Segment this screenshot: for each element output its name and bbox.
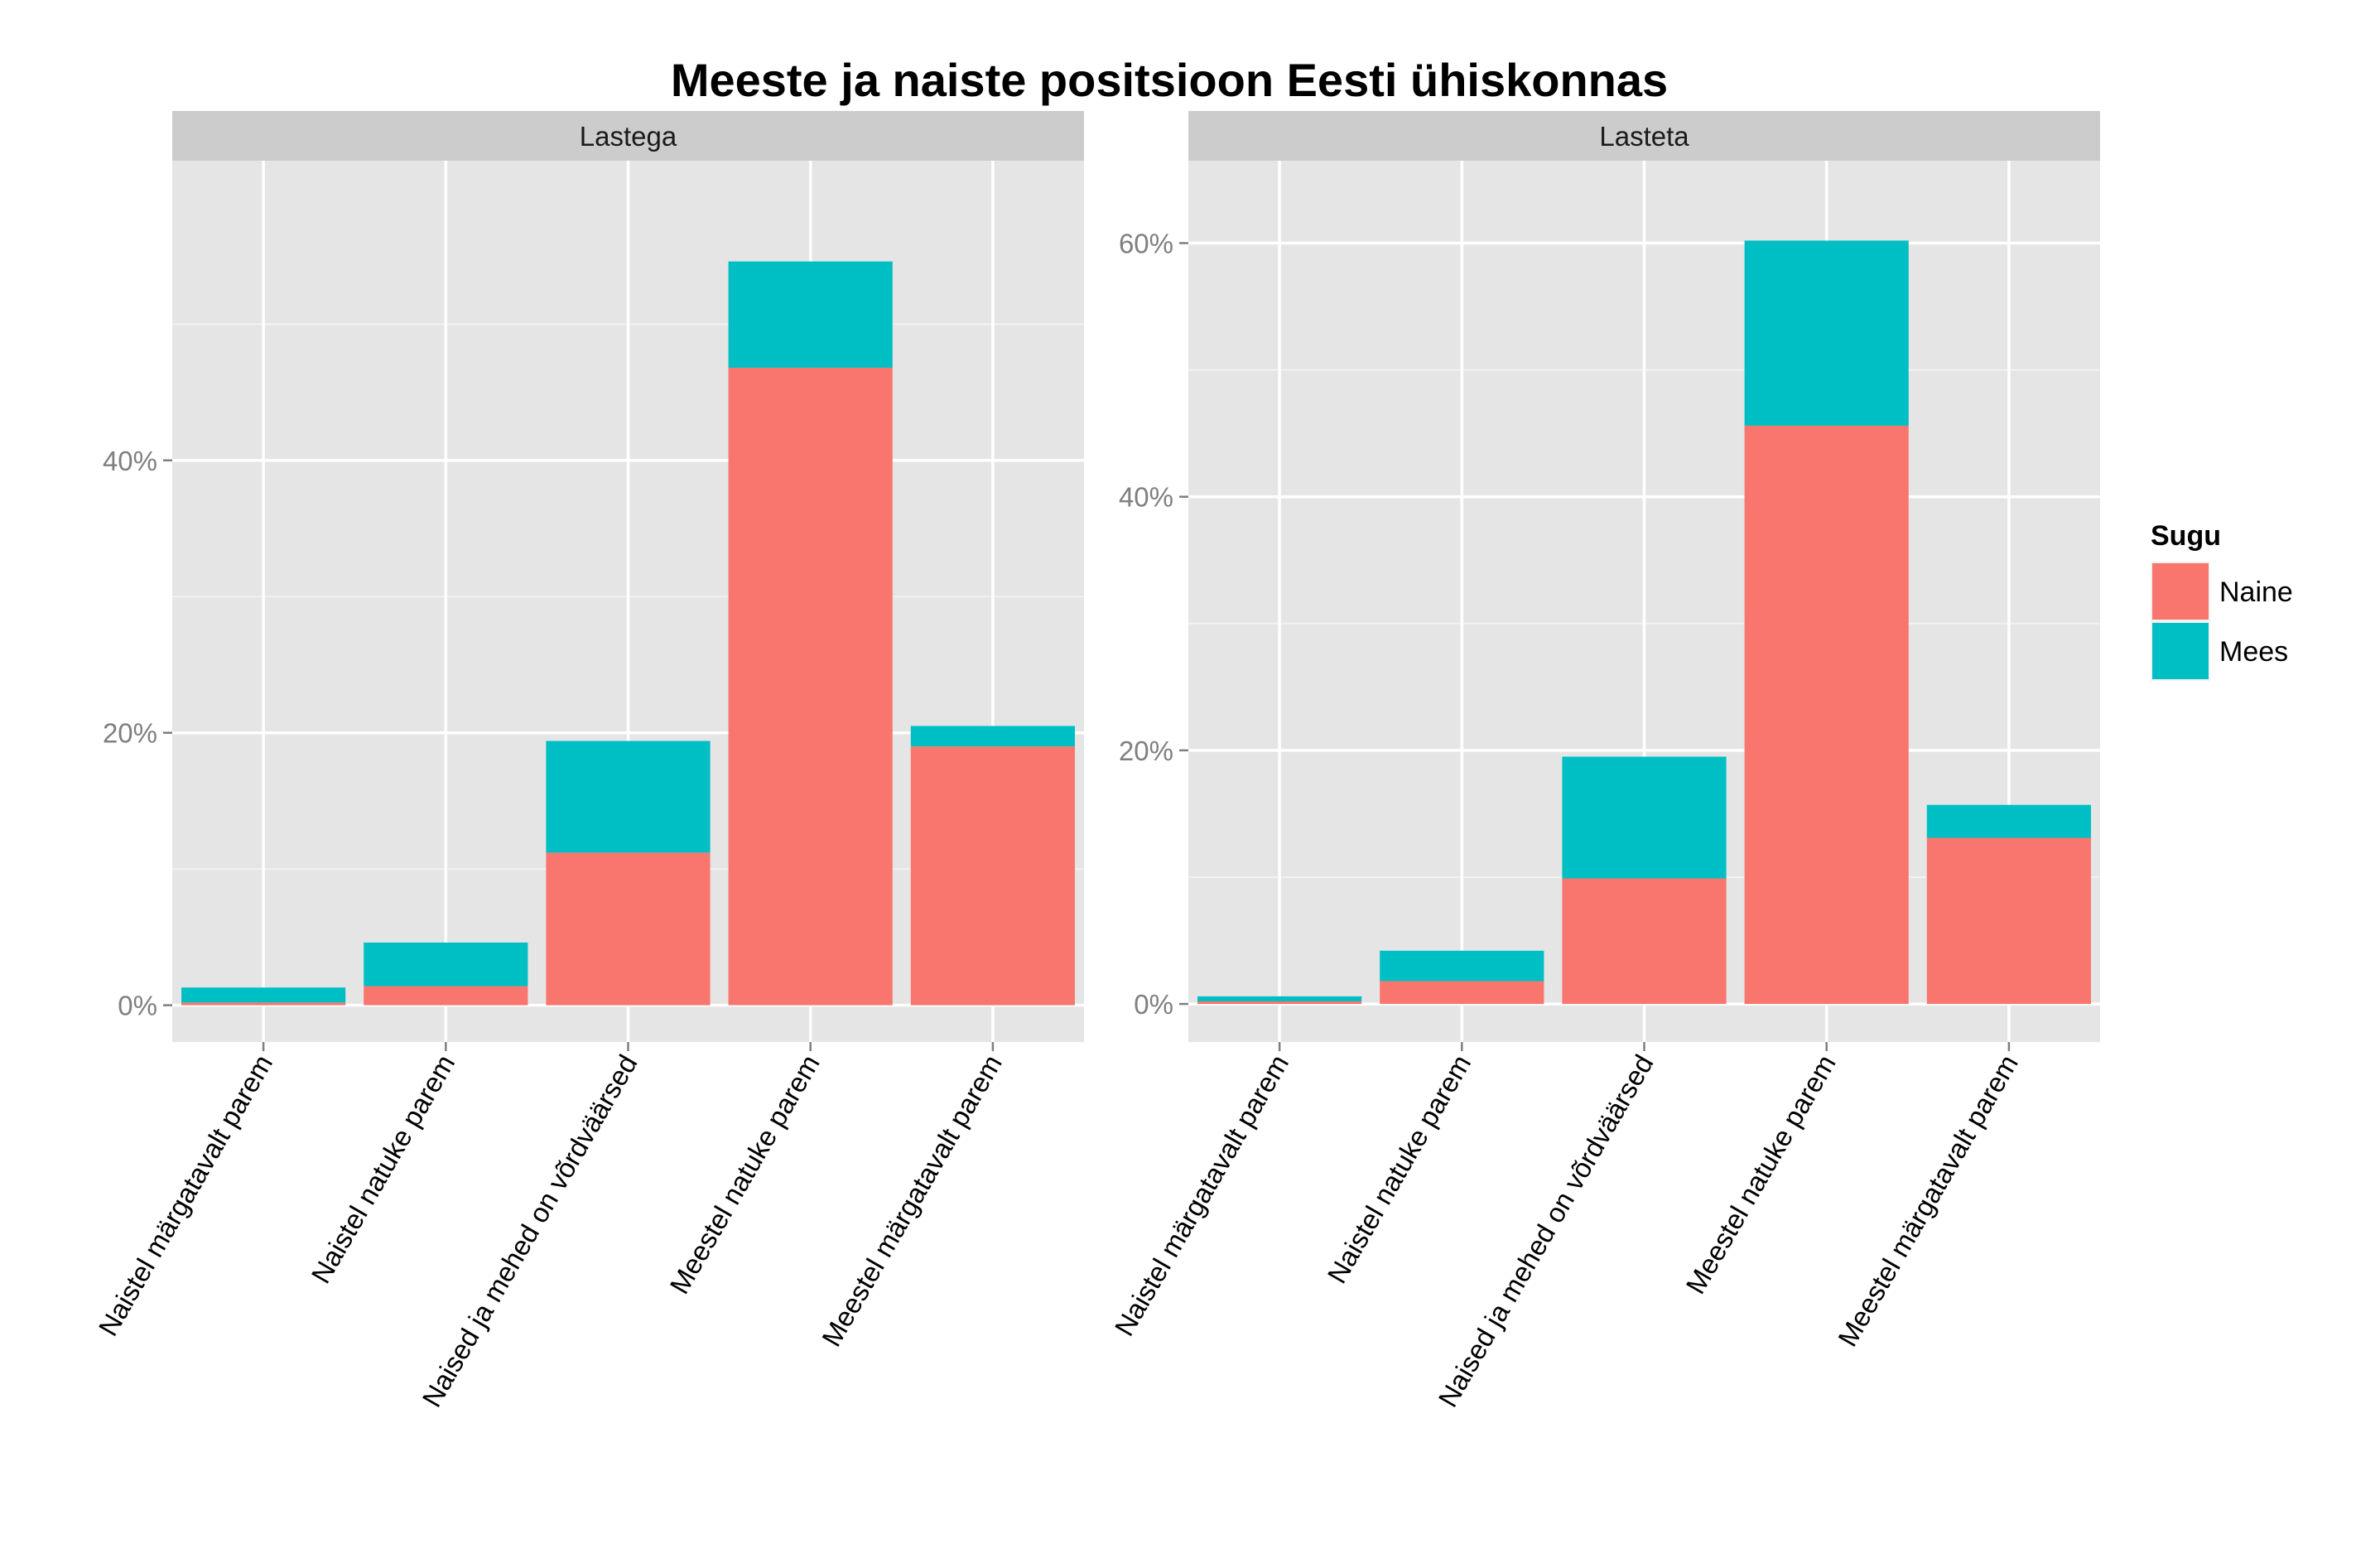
legend-title: Sugu bbox=[2151, 520, 2221, 552]
x-tick-label: Naistel märgatavalt parem bbox=[93, 1049, 279, 1341]
bar-segment bbox=[1197, 996, 1362, 1002]
bar-segment bbox=[364, 986, 528, 1006]
bar-segment bbox=[728, 367, 893, 1006]
facet-panel: Lastega 0% 20% 40% Naistel märgatavalt parem… bbox=[93, 111, 1084, 1412]
bar-segment bbox=[910, 746, 1075, 1006]
bar-segment bbox=[910, 726, 1075, 747]
y-tick-label: 0% bbox=[118, 991, 157, 1021]
bar-segment bbox=[546, 852, 711, 1006]
x-tick-label: Meestel natuke parem bbox=[1679, 1049, 1841, 1299]
bar-segment bbox=[1744, 425, 1909, 1005]
facet-strip bbox=[1188, 111, 2100, 161]
bar-segment bbox=[546, 740, 711, 853]
x-tick-label: Meestel märgatavalt parem bbox=[1832, 1049, 2024, 1352]
bar-segment bbox=[1197, 1001, 1362, 1005]
bar-segment bbox=[1744, 240, 1909, 426]
y-tick-label: 20% bbox=[103, 718, 157, 749]
bar-segment bbox=[181, 1002, 346, 1006]
bar-segment bbox=[1562, 756, 1727, 879]
y-tick-label: 40% bbox=[103, 446, 157, 476]
bar-segment bbox=[1562, 878, 1727, 1005]
bar-segment bbox=[1380, 950, 1544, 982]
y-tick-label: 60% bbox=[1119, 229, 1173, 259]
facet-panel: Lasteta 0% 20% 40% 60% Naistel märgatavalt pa… bbox=[1109, 111, 2100, 1412]
y-tick-label: 0% bbox=[1134, 989, 1173, 1020]
facet-strip-label: Lastega bbox=[580, 121, 677, 152]
x-tick-label: Naistel natuke parem bbox=[1321, 1049, 1477, 1289]
chart-title: Meeste ja naiste positsioon Eesti ühisko… bbox=[671, 54, 1668, 106]
y-tick-label: 40% bbox=[1119, 482, 1173, 513]
legend-key-swatch bbox=[2152, 563, 2209, 620]
bar-segment bbox=[1380, 981, 1544, 1005]
facet-panels: Lastega 0% 20% 40% Naistel märgatavalt parem… bbox=[93, 111, 2100, 1412]
bar-segment bbox=[364, 942, 528, 987]
bar-segment bbox=[1926, 837, 2091, 1005]
legend-entry-label: Mees bbox=[2219, 636, 2288, 668]
bar-segment bbox=[181, 987, 346, 1003]
facet-strip-label: Lasteta bbox=[1599, 121, 1689, 152]
y-tick-label: 20% bbox=[1119, 736, 1173, 766]
x-tick-label: Naised ja mehed on võrdväärsed bbox=[1432, 1049, 1659, 1412]
bar-segment bbox=[728, 261, 893, 368]
x-tick-label: Meestel natuke parem bbox=[663, 1049, 825, 1299]
x-tick-label: Naised ja mehed on võrdväärsed bbox=[416, 1049, 643, 1412]
x-tick-label: Meestel märgatavalt parem bbox=[816, 1049, 1008, 1352]
x-tick-label: Naistel natuke parem bbox=[305, 1049, 460, 1289]
legend-entry-label: Naine bbox=[2219, 576, 2293, 608]
x-tick-label: Naistel märgatavalt parem bbox=[1109, 1049, 1295, 1341]
bar-segment bbox=[1926, 804, 2091, 838]
legend-key-swatch bbox=[2152, 623, 2209, 679]
facet-strip bbox=[172, 111, 1084, 161]
legend: Sugu Naine Mees bbox=[2151, 520, 2293, 681]
